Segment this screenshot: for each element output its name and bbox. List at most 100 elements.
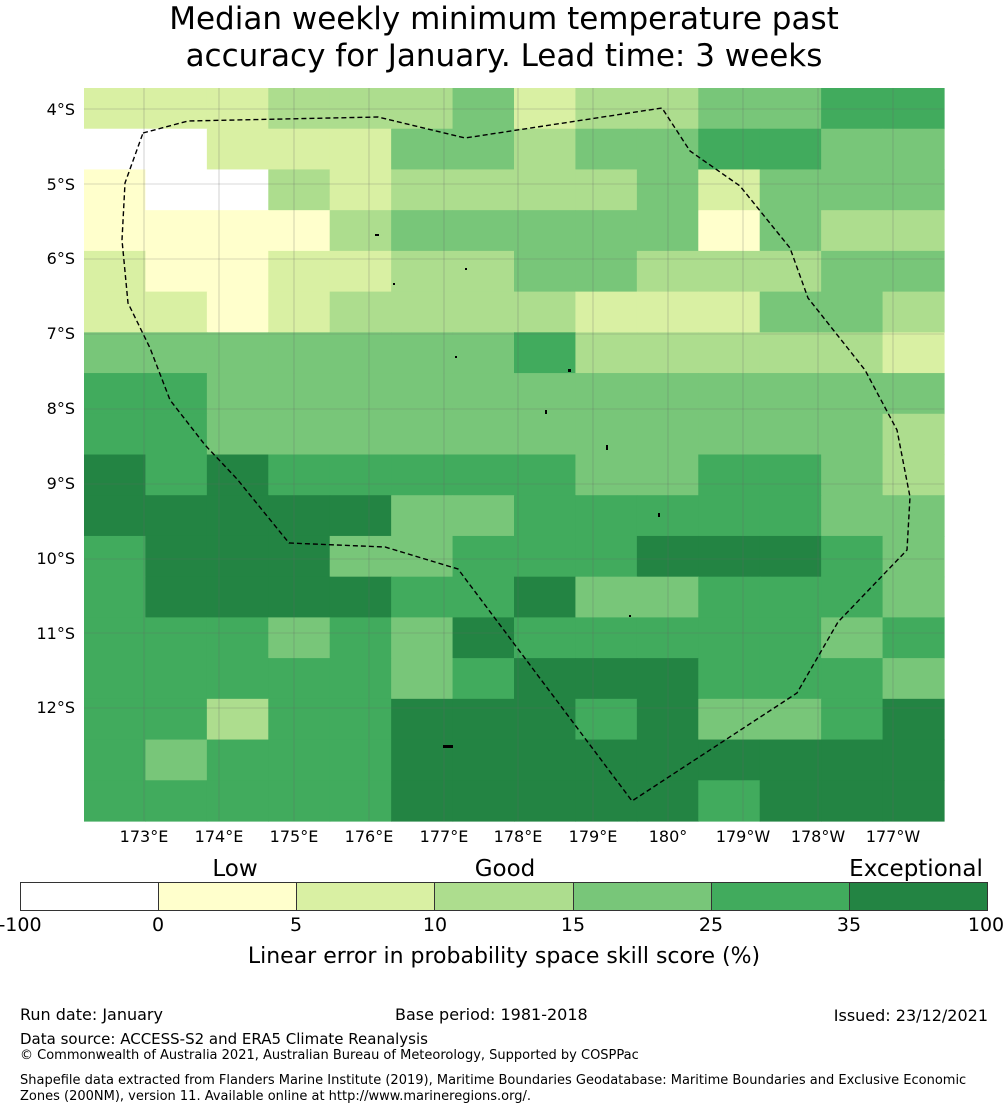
- grid-cell: [206, 495, 269, 537]
- grid-cell: [452, 291, 515, 333]
- grid-cell: [329, 210, 392, 252]
- colorbar-tick: 15: [560, 914, 586, 936]
- grid-cell: [206, 88, 269, 130]
- grid-cell: [759, 698, 822, 741]
- lon-label: 174°E: [194, 827, 244, 846]
- grid-cell: [329, 88, 392, 130]
- lon-label: 177°W: [865, 827, 921, 846]
- grid-cell: [821, 658, 884, 700]
- grid-cell: [514, 780, 577, 822]
- grid-cell: [145, 373, 208, 415]
- grid-cell: [575, 373, 638, 415]
- grid-cell: [329, 291, 392, 333]
- chart-title-line-1: Median weekly minimum temperature past: [169, 1, 839, 37]
- grid-cell: [821, 169, 884, 211]
- island: [455, 356, 457, 358]
- grid-cell: [84, 210, 147, 252]
- grid-cell: [698, 739, 761, 781]
- lon-label: 173°E: [119, 827, 169, 846]
- island: [375, 234, 379, 236]
- grid-cell: [391, 373, 454, 415]
- grid-cell: [882, 332, 945, 374]
- grid-cell: [84, 780, 147, 822]
- grid-cell: [759, 169, 822, 211]
- grid-cell: [391, 250, 454, 293]
- grid-cell: [268, 250, 331, 293]
- grid-cell: [268, 128, 331, 171]
- grid-cell: [329, 780, 392, 822]
- grid-cell: [514, 169, 577, 211]
- grid-cell: [84, 169, 147, 211]
- grid-cell: [759, 413, 822, 456]
- grid-cell: [452, 88, 515, 130]
- island: [393, 283, 395, 285]
- grid-cell: [145, 413, 208, 456]
- grid-cell: [145, 454, 208, 496]
- colorbar-segment: [573, 883, 712, 910]
- grid-cell: [759, 373, 822, 415]
- grid-cell: [821, 617, 884, 659]
- grid-cell: [329, 332, 392, 374]
- grid-cell: [206, 250, 269, 293]
- grid-cell: [145, 576, 208, 618]
- grid-cell: [759, 454, 822, 496]
- grid-cell: [882, 88, 945, 130]
- grid-cell: [882, 373, 945, 415]
- grid-cell: [882, 128, 945, 171]
- grid-cell: [84, 658, 147, 700]
- colorbar-segment: [711, 883, 850, 910]
- grid-cell: [882, 535, 945, 578]
- grid-cell: [452, 535, 515, 578]
- grid-cell: [84, 739, 147, 781]
- grid-cell: [268, 88, 331, 130]
- lon-label: 176°E: [344, 827, 394, 846]
- grid-cell: [698, 88, 761, 130]
- lat-label: 9°S: [46, 474, 75, 493]
- grid-cell: [452, 739, 515, 781]
- lat-label: 12°S: [36, 698, 75, 717]
- grid-cell: [882, 291, 945, 333]
- grid-cell: [575, 88, 638, 130]
- issued-date: Issued: 23/12/2021: [833, 1006, 988, 1025]
- grid-cell: [882, 454, 945, 496]
- grid-cell: [84, 128, 147, 171]
- grid-cell: [821, 454, 884, 496]
- grid-cell: [821, 698, 884, 741]
- grid-cell: [452, 495, 515, 537]
- grid-cell: [84, 413, 147, 456]
- grid-cell: [514, 332, 577, 374]
- grid-cell: [452, 617, 515, 659]
- grid-cell: [84, 617, 147, 659]
- legend-category-good: Good: [474, 856, 536, 882]
- grid-cell: [206, 739, 269, 781]
- grid-cell: [391, 780, 454, 822]
- grid-cell: [698, 332, 761, 374]
- grid-cell: [452, 210, 515, 252]
- grid-cell: [329, 373, 392, 415]
- grid-cell: [698, 250, 761, 293]
- grid-cell: [329, 250, 392, 293]
- colorbar-tick: 35: [836, 914, 862, 936]
- run-date: Run date: January: [20, 1005, 163, 1024]
- grid-cell: [575, 535, 638, 578]
- grid-cell: [145, 332, 208, 374]
- grid-cell: [268, 495, 331, 537]
- grid-cell: [514, 413, 577, 456]
- colorbar-segment: [435, 883, 574, 910]
- lat-label: 4°S: [46, 100, 75, 119]
- lon-label: 177°E: [419, 827, 469, 846]
- grid-cell: [206, 128, 269, 171]
- grid-cell: [821, 291, 884, 333]
- grid-cell: [452, 250, 515, 293]
- grid-cell: [84, 495, 147, 537]
- grid-cell: [391, 210, 454, 252]
- grid-cell: [206, 780, 269, 822]
- grid-cell: [329, 413, 392, 456]
- grid-cell: [329, 495, 392, 537]
- lat-label: 7°S: [46, 324, 75, 343]
- grid-cell: [452, 332, 515, 374]
- grid-cell: [84, 373, 147, 415]
- grid-cell: [268, 658, 331, 700]
- colorbar-tick: -100: [0, 914, 42, 936]
- grid-cell: [206, 698, 269, 741]
